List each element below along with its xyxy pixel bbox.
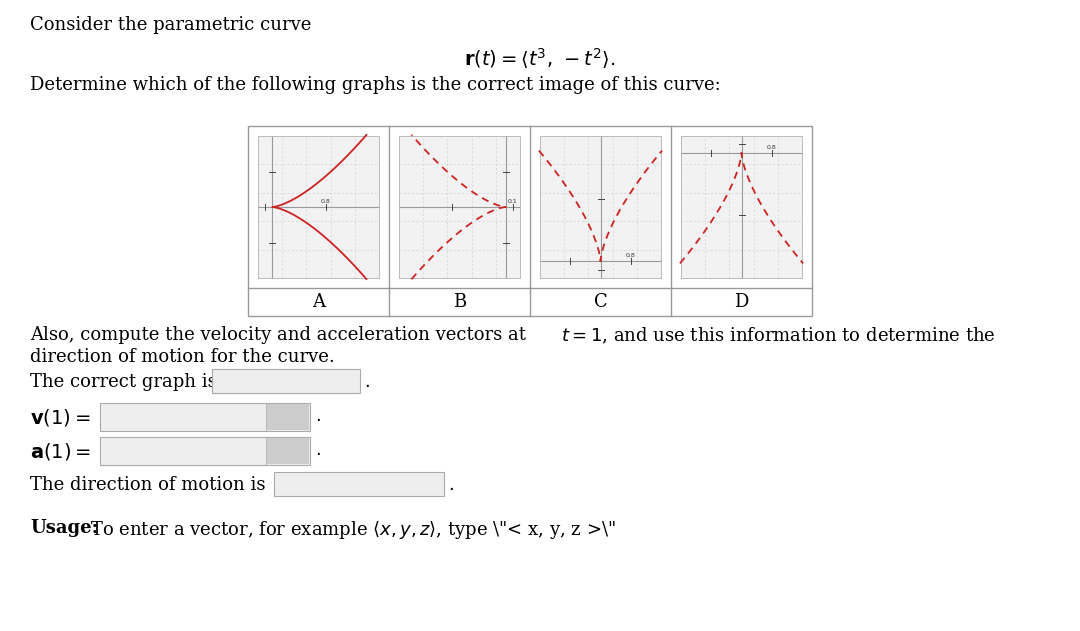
Text: 0.8: 0.8 [767,144,777,150]
Text: 🖊: 🖊 [284,410,292,423]
Bar [681,136,802,278]
Text: $\mathbf{v}(1) =$: $\mathbf{v}(1) =$ [30,407,91,428]
Bar [100,403,310,431]
Text: $t = 1$, and use this information to determine the: $t = 1$, and use this information to det… [561,326,996,346]
Text: $\mathbf{a}(1) =$: $\mathbf{a}(1) =$ [30,441,91,462]
Bar [267,404,309,430]
Text: 0.1: 0.1 [508,199,517,204]
Text: The direction of motion is: The direction of motion is [30,476,266,494]
Text: 0.8: 0.8 [626,253,636,258]
Text: B: B [453,293,467,311]
Text: ∨: ∨ [345,372,352,382]
Text: C: C [594,293,607,311]
Bar [540,136,661,278]
Bar [258,136,379,278]
Text: D: D [734,293,748,311]
Text: .: . [315,407,321,425]
Text: The correct graph is: The correct graph is [30,373,217,391]
Text: D: D [219,374,233,392]
Text: A: A [312,293,325,311]
Text: .: . [315,441,321,459]
Text: $\mathbf{r}(t) = \langle t^3,\,-t^2\rangle.$: $\mathbf{r}(t) = \langle t^3,\,-t^2\rang… [464,46,616,71]
Bar [212,369,360,393]
Text: Consider the parametric curve: Consider the parametric curve [30,16,311,34]
Text: Usage:: Usage: [30,519,98,537]
Bar [540,136,661,278]
Text: 🖊: 🖊 [284,444,292,457]
Text: .: . [448,476,454,494]
Text: To enter a vector, for example $\langle x, y, z\rangle$, type \"< x, y, z >\": To enter a vector, for example $\langle … [90,519,616,541]
Text: direction of motion for the curve.: direction of motion for the curve. [30,348,335,366]
Bar [399,136,519,278]
Text: Left-to-Right: Left-to-Right [281,477,388,494]
Bar [274,472,444,496]
Bar [100,437,310,465]
Text: .: . [364,373,369,391]
Text: ∨: ∨ [428,475,436,485]
Bar [248,126,812,316]
Text: Also, compute the velocity and acceleration vectors at: Also, compute the velocity and accelerat… [30,326,531,344]
Bar [267,438,309,464]
Text: 0.8: 0.8 [321,199,330,204]
Bar [399,136,519,278]
Text: Determine which of the following graphs is the correct image of this curve:: Determine which of the following graphs … [30,76,720,94]
Bar [681,136,802,278]
Bar [258,136,379,278]
